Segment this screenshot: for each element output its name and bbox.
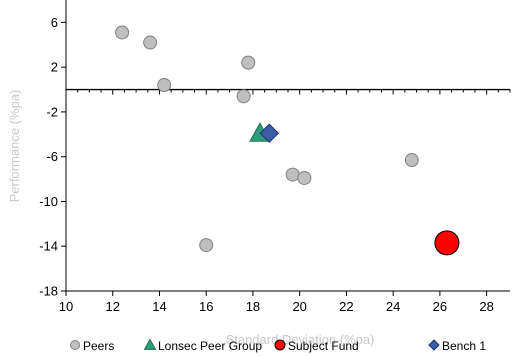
legend-item: Bench 1 (429, 339, 486, 353)
y-tick-label: -2 (46, 104, 58, 119)
x-tick-label: 14 (152, 299, 166, 314)
x-tick-label: 24 (386, 299, 400, 314)
peer-point (116, 26, 129, 39)
x-tick-label: 10 (59, 299, 73, 314)
peer-group-point (145, 340, 156, 350)
legend-label: Bench 1 (442, 339, 486, 353)
subject-fund-point (435, 231, 459, 255)
peer-point (405, 154, 418, 167)
peer-point (200, 239, 213, 252)
peer-point (298, 171, 311, 184)
peer-point (286, 168, 299, 181)
y-tick-label: -14 (39, 239, 58, 254)
x-tick-label: 12 (106, 299, 120, 314)
y-tick-label: -6 (46, 149, 58, 164)
y-tick-label: -18 (39, 284, 58, 299)
peer-point (158, 79, 171, 92)
peer-point (71, 341, 80, 350)
peer-point (237, 90, 250, 103)
x-tick-label: 26 (433, 299, 447, 314)
legend-item: Lonsec Peer Group (145, 339, 263, 353)
zero-line-ticks (66, 90, 510, 95)
legend-label: Subject Fund (288, 339, 359, 353)
legend-label: Peers (83, 339, 114, 353)
peer-point (242, 56, 255, 69)
x-tick-label: 16 (199, 299, 213, 314)
y-axis-title: Performance (%pa) (7, 90, 22, 203)
x-tick-label: 18 (246, 299, 260, 314)
legend-label: Lonsec Peer Group (158, 339, 262, 353)
y-tick-label: 2 (51, 60, 58, 75)
subject-fund-point (275, 340, 285, 350)
x-axis-ticks: 10 12 14 16 18 20 22 24 26 28 (59, 291, 494, 314)
y-tick-label: 6 (51, 15, 58, 30)
y-axis-ticks: 6 2 -2 -6 -10 -14 -18 (39, 15, 66, 299)
y-tick-label: -10 (39, 194, 58, 209)
legend: Peers Lonsec Peer Group Subject Fund Bench … (71, 339, 487, 353)
x-tick-label: 20 (292, 299, 306, 314)
data-points (116, 26, 459, 255)
legend-item: Subject Fund (275, 339, 359, 353)
peer-point (144, 36, 157, 49)
x-tick-label: 22 (339, 299, 353, 314)
x-tick-label: 28 (479, 299, 493, 314)
benchmark-point (429, 340, 439, 350)
legend-item: Peers (71, 339, 115, 353)
